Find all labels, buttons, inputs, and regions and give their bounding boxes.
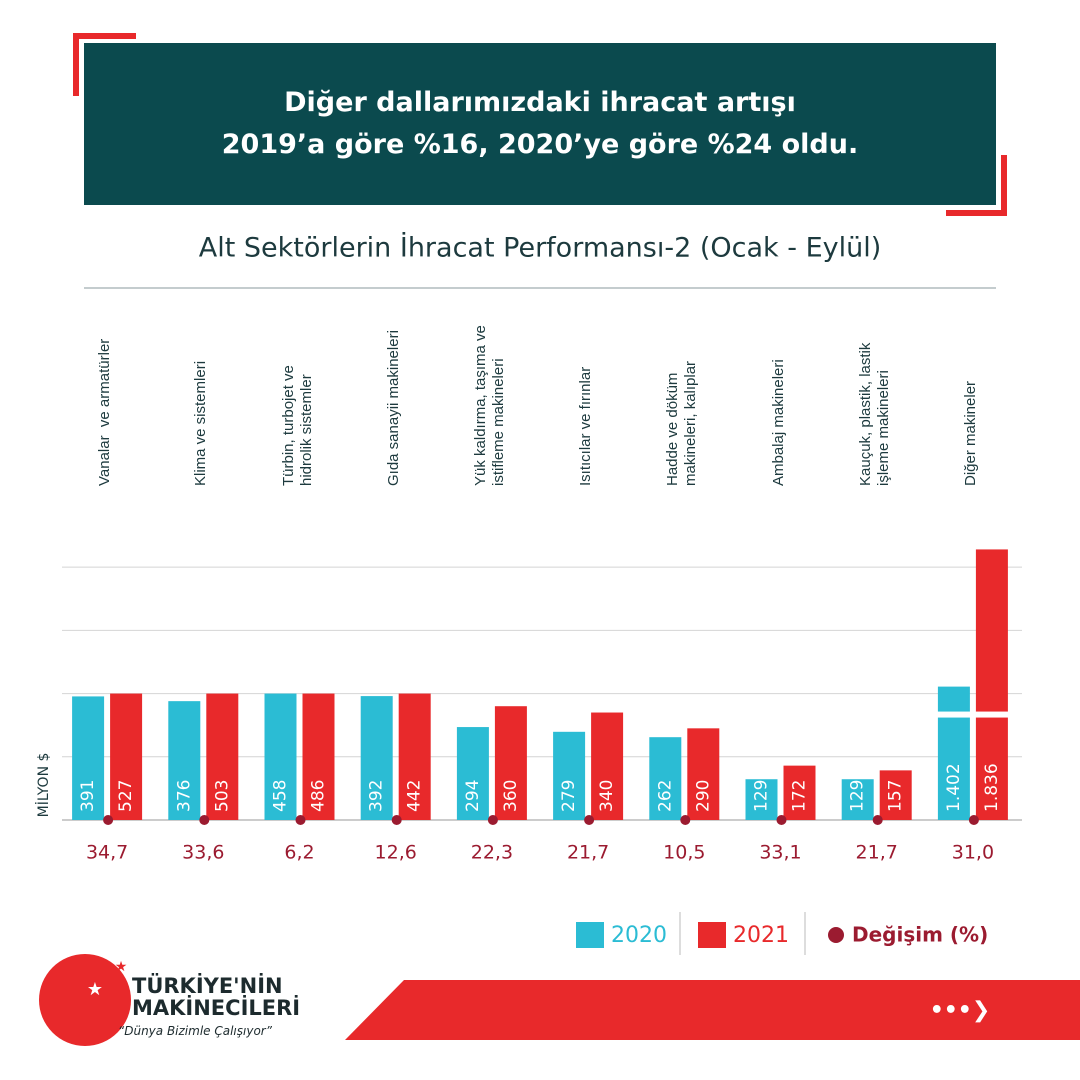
bar bbox=[302, 693, 335, 820]
axis-break bbox=[974, 711, 1009, 718]
value-label: 486 bbox=[309, 780, 329, 812]
change-marker bbox=[872, 815, 883, 825]
slogan: “Dünya Bizimle Çalışıyor” bbox=[118, 1024, 272, 1038]
bar bbox=[72, 696, 105, 820]
legend-label: Değişim (%) bbox=[852, 923, 988, 947]
change-label: 33,6 bbox=[182, 842, 224, 864]
value-label: 392 bbox=[367, 780, 387, 812]
change-label: 31,0 bbox=[952, 842, 994, 864]
bar bbox=[110, 693, 143, 820]
bar bbox=[783, 765, 816, 820]
bar bbox=[649, 737, 682, 820]
category-label: Hadde ve döküm makineleri, kalıplar bbox=[664, 360, 700, 486]
category-label: Ambalaj makineleri bbox=[769, 359, 787, 486]
change-marker bbox=[391, 815, 402, 825]
value-label: 129 bbox=[752, 780, 772, 812]
change-marker bbox=[199, 815, 210, 825]
value-label: 290 bbox=[693, 780, 713, 812]
value-label: 340 bbox=[597, 780, 617, 812]
value-label: 1.402 bbox=[944, 763, 964, 812]
logo bbox=[39, 954, 131, 1046]
bar bbox=[745, 779, 778, 820]
value-label: 376 bbox=[174, 780, 194, 812]
change-marker bbox=[487, 815, 498, 825]
category-label: Yük kaldırma, taşıma ve istifleme makine… bbox=[471, 325, 507, 486]
value-label: 442 bbox=[405, 780, 425, 812]
category-label: Gıda sanayii makineleri bbox=[384, 330, 402, 486]
value-label: 503 bbox=[212, 780, 232, 812]
change-label: 33,1 bbox=[759, 842, 801, 864]
category-label: Isıtıcılar ve fırınlar bbox=[577, 366, 595, 486]
legend-swatch bbox=[698, 922, 726, 948]
chart-title: Alt Sektörlerin İhracat Performansı-2 (O… bbox=[199, 232, 882, 264]
bar bbox=[168, 701, 201, 820]
bar bbox=[841, 779, 874, 820]
change-label: 10,5 bbox=[663, 842, 705, 864]
category-label: Klima ve sistemleri bbox=[192, 360, 210, 486]
y-axis-label: MİLYON $ bbox=[34, 753, 52, 818]
brand: TÜRKİYE'NİN MAKİNECİLERİ bbox=[132, 974, 301, 1020]
legend-label: 2021 bbox=[733, 923, 789, 948]
header-title: Diğer dallarımızdaki ihracat artışı 2019… bbox=[221, 87, 859, 160]
legend-swatch bbox=[828, 927, 844, 943]
bar bbox=[937, 686, 970, 820]
value-label: 527 bbox=[116, 780, 136, 812]
value-label: 172 bbox=[790, 780, 810, 812]
bar bbox=[553, 731, 586, 820]
category-label: Türbin, turbojet ve hidrolik sistemler bbox=[279, 365, 315, 486]
change-label: 21,7 bbox=[856, 842, 898, 864]
change-marker bbox=[295, 815, 306, 825]
value-label: 294 bbox=[463, 780, 483, 812]
category-label: Vanalar ve armatürler bbox=[96, 338, 114, 486]
value-label: 1.836 bbox=[982, 763, 1002, 812]
change-label: 22,3 bbox=[471, 842, 513, 864]
change-marker bbox=[776, 815, 787, 825]
change-marker bbox=[584, 815, 595, 825]
bar bbox=[879, 770, 912, 820]
change-marker bbox=[103, 815, 114, 825]
change-marker bbox=[968, 815, 979, 825]
next-arrow[interactable]: •••❯ bbox=[930, 998, 991, 1023]
bar bbox=[494, 706, 527, 820]
bar bbox=[398, 693, 431, 820]
legend-label: 2020 bbox=[611, 923, 667, 948]
bar bbox=[687, 728, 720, 820]
bar bbox=[206, 693, 239, 820]
category-label: Diğer makineler bbox=[961, 380, 979, 486]
bar bbox=[975, 549, 1008, 820]
axis-break bbox=[936, 711, 971, 718]
change-label: 6,2 bbox=[284, 842, 314, 864]
bar bbox=[591, 712, 624, 820]
value-label: 391 bbox=[78, 780, 98, 812]
bar bbox=[264, 693, 297, 820]
category-label: Kauçuk, plastik, lastik işleme makineler… bbox=[856, 342, 892, 486]
legend-swatch bbox=[576, 922, 604, 948]
footer-banner bbox=[345, 980, 1080, 1040]
logo-star: ★ bbox=[115, 959, 128, 975]
header-band bbox=[84, 43, 996, 205]
change-label: 21,7 bbox=[567, 842, 609, 864]
change-label: 34,7 bbox=[86, 842, 128, 864]
value-label: 157 bbox=[886, 780, 906, 812]
value-label: 262 bbox=[655, 780, 675, 812]
value-label: 279 bbox=[559, 780, 579, 812]
logo-star: ★ bbox=[87, 979, 103, 1000]
change-label: 12,6 bbox=[375, 842, 417, 864]
bar bbox=[360, 696, 393, 820]
change-marker bbox=[680, 815, 691, 825]
value-label: 458 bbox=[271, 780, 291, 812]
bar bbox=[456, 727, 489, 820]
value-label: 129 bbox=[848, 780, 868, 812]
value-label: 360 bbox=[501, 780, 521, 812]
